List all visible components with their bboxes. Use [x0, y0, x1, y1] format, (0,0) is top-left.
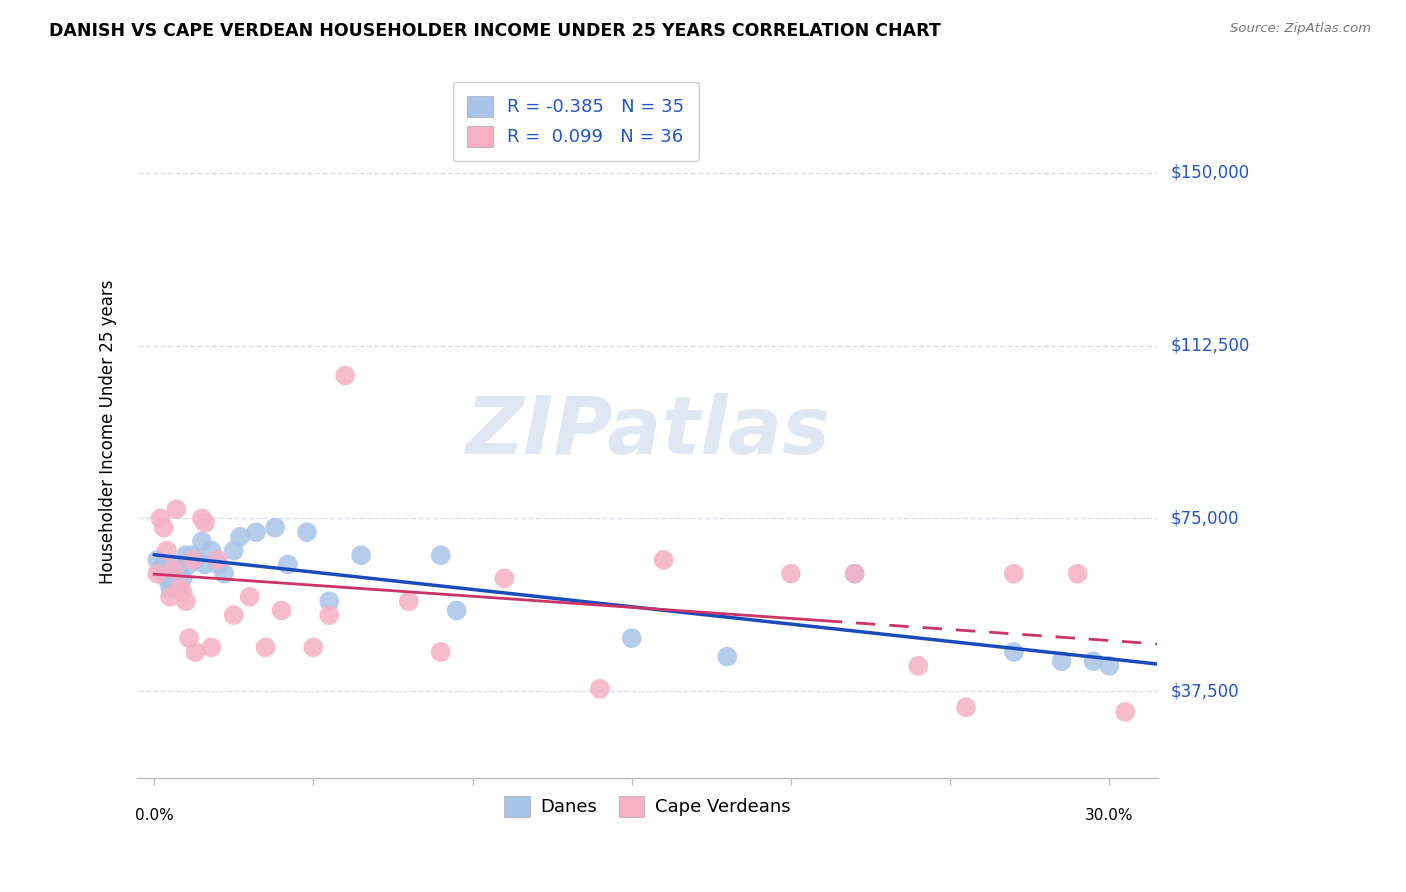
Point: [494, 571, 516, 585]
Point: [184, 645, 207, 659]
Point: [200, 543, 222, 558]
Point: [1114, 705, 1136, 719]
Point: [181, 553, 204, 567]
Point: [652, 553, 675, 567]
Point: [222, 608, 245, 623]
Point: [174, 594, 197, 608]
Point: [207, 558, 229, 572]
Point: [277, 558, 299, 572]
Point: [350, 548, 373, 562]
Point: [1066, 566, 1088, 581]
Point: [1002, 566, 1025, 581]
Point: [264, 520, 287, 534]
Point: [955, 700, 977, 714]
Point: [318, 608, 340, 623]
Point: [229, 530, 252, 544]
Point: [907, 658, 929, 673]
Point: [172, 585, 194, 599]
Point: [589, 681, 612, 696]
Point: [174, 548, 197, 562]
Point: [844, 566, 866, 581]
Point: [191, 534, 214, 549]
Text: ZIPatlas: ZIPatlas: [465, 393, 830, 471]
Point: [207, 553, 229, 567]
Point: [172, 571, 194, 585]
Point: [844, 566, 866, 581]
Point: [200, 640, 222, 655]
Point: [165, 566, 187, 581]
Point: [159, 590, 181, 604]
Point: [152, 558, 174, 572]
Text: $75,000: $75,000: [1171, 509, 1240, 527]
Point: [149, 562, 172, 576]
Point: [1050, 654, 1073, 668]
Text: 30.0%: 30.0%: [1085, 808, 1133, 823]
Point: [302, 640, 325, 655]
Point: [716, 649, 738, 664]
Point: [194, 558, 217, 572]
Point: [184, 553, 207, 567]
Point: [162, 562, 184, 576]
Point: [254, 640, 277, 655]
Point: [152, 520, 174, 534]
Point: [146, 553, 169, 567]
Point: [194, 516, 217, 530]
Point: [165, 502, 187, 516]
Point: [169, 581, 191, 595]
Point: [179, 558, 201, 572]
Point: [429, 548, 451, 562]
Point: [239, 590, 262, 604]
Point: [222, 543, 245, 558]
Point: [181, 548, 204, 562]
Point: [620, 631, 643, 645]
Point: [429, 645, 451, 659]
Y-axis label: Householder Income Under 25 years: Householder Income Under 25 years: [100, 280, 117, 584]
Point: [156, 571, 179, 585]
Point: [780, 566, 803, 581]
Point: [191, 511, 214, 525]
Point: [1098, 658, 1121, 673]
Point: [159, 581, 181, 595]
Text: Source: ZipAtlas.com: Source: ZipAtlas.com: [1230, 22, 1371, 36]
Point: [162, 562, 184, 576]
Point: [179, 631, 201, 645]
Point: [146, 566, 169, 581]
Point: [149, 511, 172, 525]
Text: DANISH VS CAPE VERDEAN HOUSEHOLDER INCOME UNDER 25 YEARS CORRELATION CHART: DANISH VS CAPE VERDEAN HOUSEHOLDER INCOM…: [49, 22, 941, 40]
Point: [318, 594, 340, 608]
Point: [398, 594, 420, 608]
Text: 0.0%: 0.0%: [135, 808, 173, 823]
Point: [1083, 654, 1105, 668]
Point: [169, 558, 191, 572]
Text: $150,000: $150,000: [1171, 164, 1250, 182]
Text: $37,500: $37,500: [1171, 682, 1240, 700]
Point: [333, 368, 356, 383]
Point: [212, 566, 235, 581]
Point: [446, 603, 468, 617]
Point: [270, 603, 292, 617]
Point: [156, 543, 179, 558]
Text: $112,500: $112,500: [1171, 336, 1250, 354]
Point: [295, 525, 318, 540]
Point: [245, 525, 267, 540]
Legend: Danes, Cape Verdeans: Danes, Cape Verdeans: [498, 789, 799, 824]
Point: [1002, 645, 1025, 659]
